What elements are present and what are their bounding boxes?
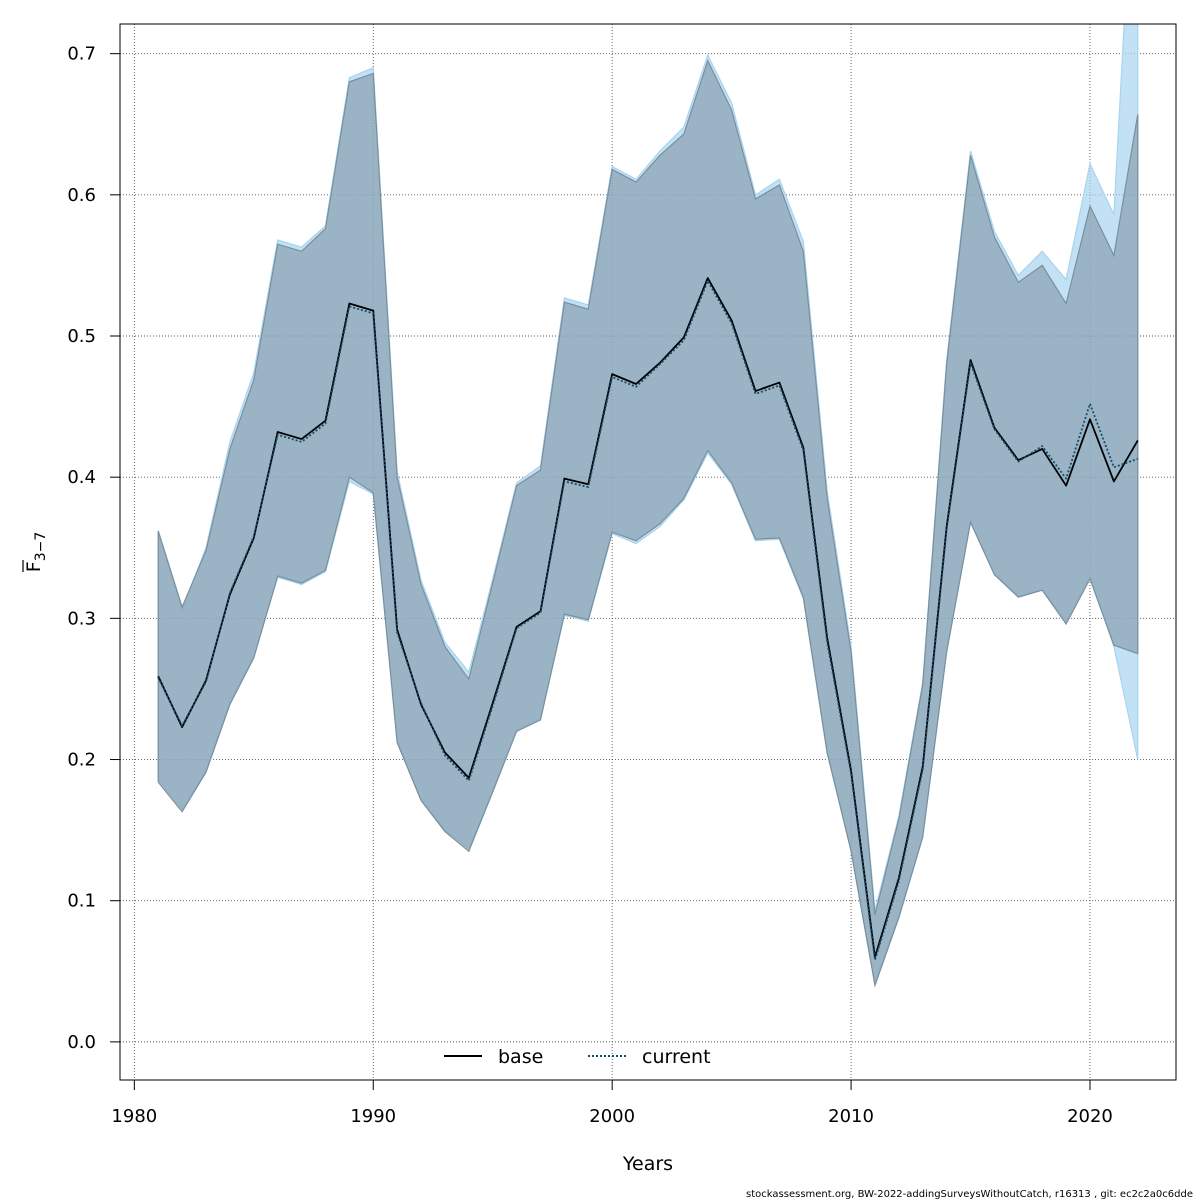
y-axis-title-main: F (23, 561, 45, 572)
legend-label-base: base (498, 1046, 543, 1068)
y-tick-label-4: 0.4 (67, 467, 96, 488)
series-lines (157, 277, 1139, 961)
y-tick-label-3: 0.3 (67, 608, 96, 629)
y-tick-label-1: 0.1 (67, 891, 96, 912)
x-tick-label-1: 1990 (350, 1106, 396, 1127)
band-base (157, 59, 1139, 988)
y-tick-label-5: 0.5 (67, 326, 96, 347)
x-axis-title: Years (622, 1153, 673, 1175)
x-tick-label-3: 2010 (828, 1106, 874, 1127)
y-axis-title-sub: 3−7 (33, 532, 49, 562)
footer-note: stockassessment.org, BW-2022-addingSurve… (746, 1189, 1193, 1200)
y-tick-label-0: 0.0 (67, 1032, 96, 1053)
y-tick-label-2: 0.2 (67, 750, 96, 771)
y-axis-title: F3−7 (22, 532, 49, 572)
legend: base current (444, 1046, 711, 1068)
y-axis: 0.0 0.1 0.2 0.3 0.4 0.5 0.6 0.7 (67, 44, 121, 1053)
x-tick-label-4: 2020 (1067, 1106, 1113, 1127)
confidence-bands (157, 24, 1139, 988)
legend-label-current: current (642, 1046, 711, 1068)
line-current (157, 280, 1139, 961)
x-tick-label-2: 2000 (589, 1106, 635, 1127)
x-axis: 1980 1990 2000 2010 2020 (111, 1079, 1113, 1127)
y-tick-label-7: 0.7 (67, 44, 96, 65)
line-base (157, 277, 1139, 959)
x-tick-label-0: 1980 (111, 1106, 157, 1127)
y-tick-label-6: 0.6 (67, 185, 96, 206)
svg-text:F3−7: F3−7 (23, 532, 49, 572)
